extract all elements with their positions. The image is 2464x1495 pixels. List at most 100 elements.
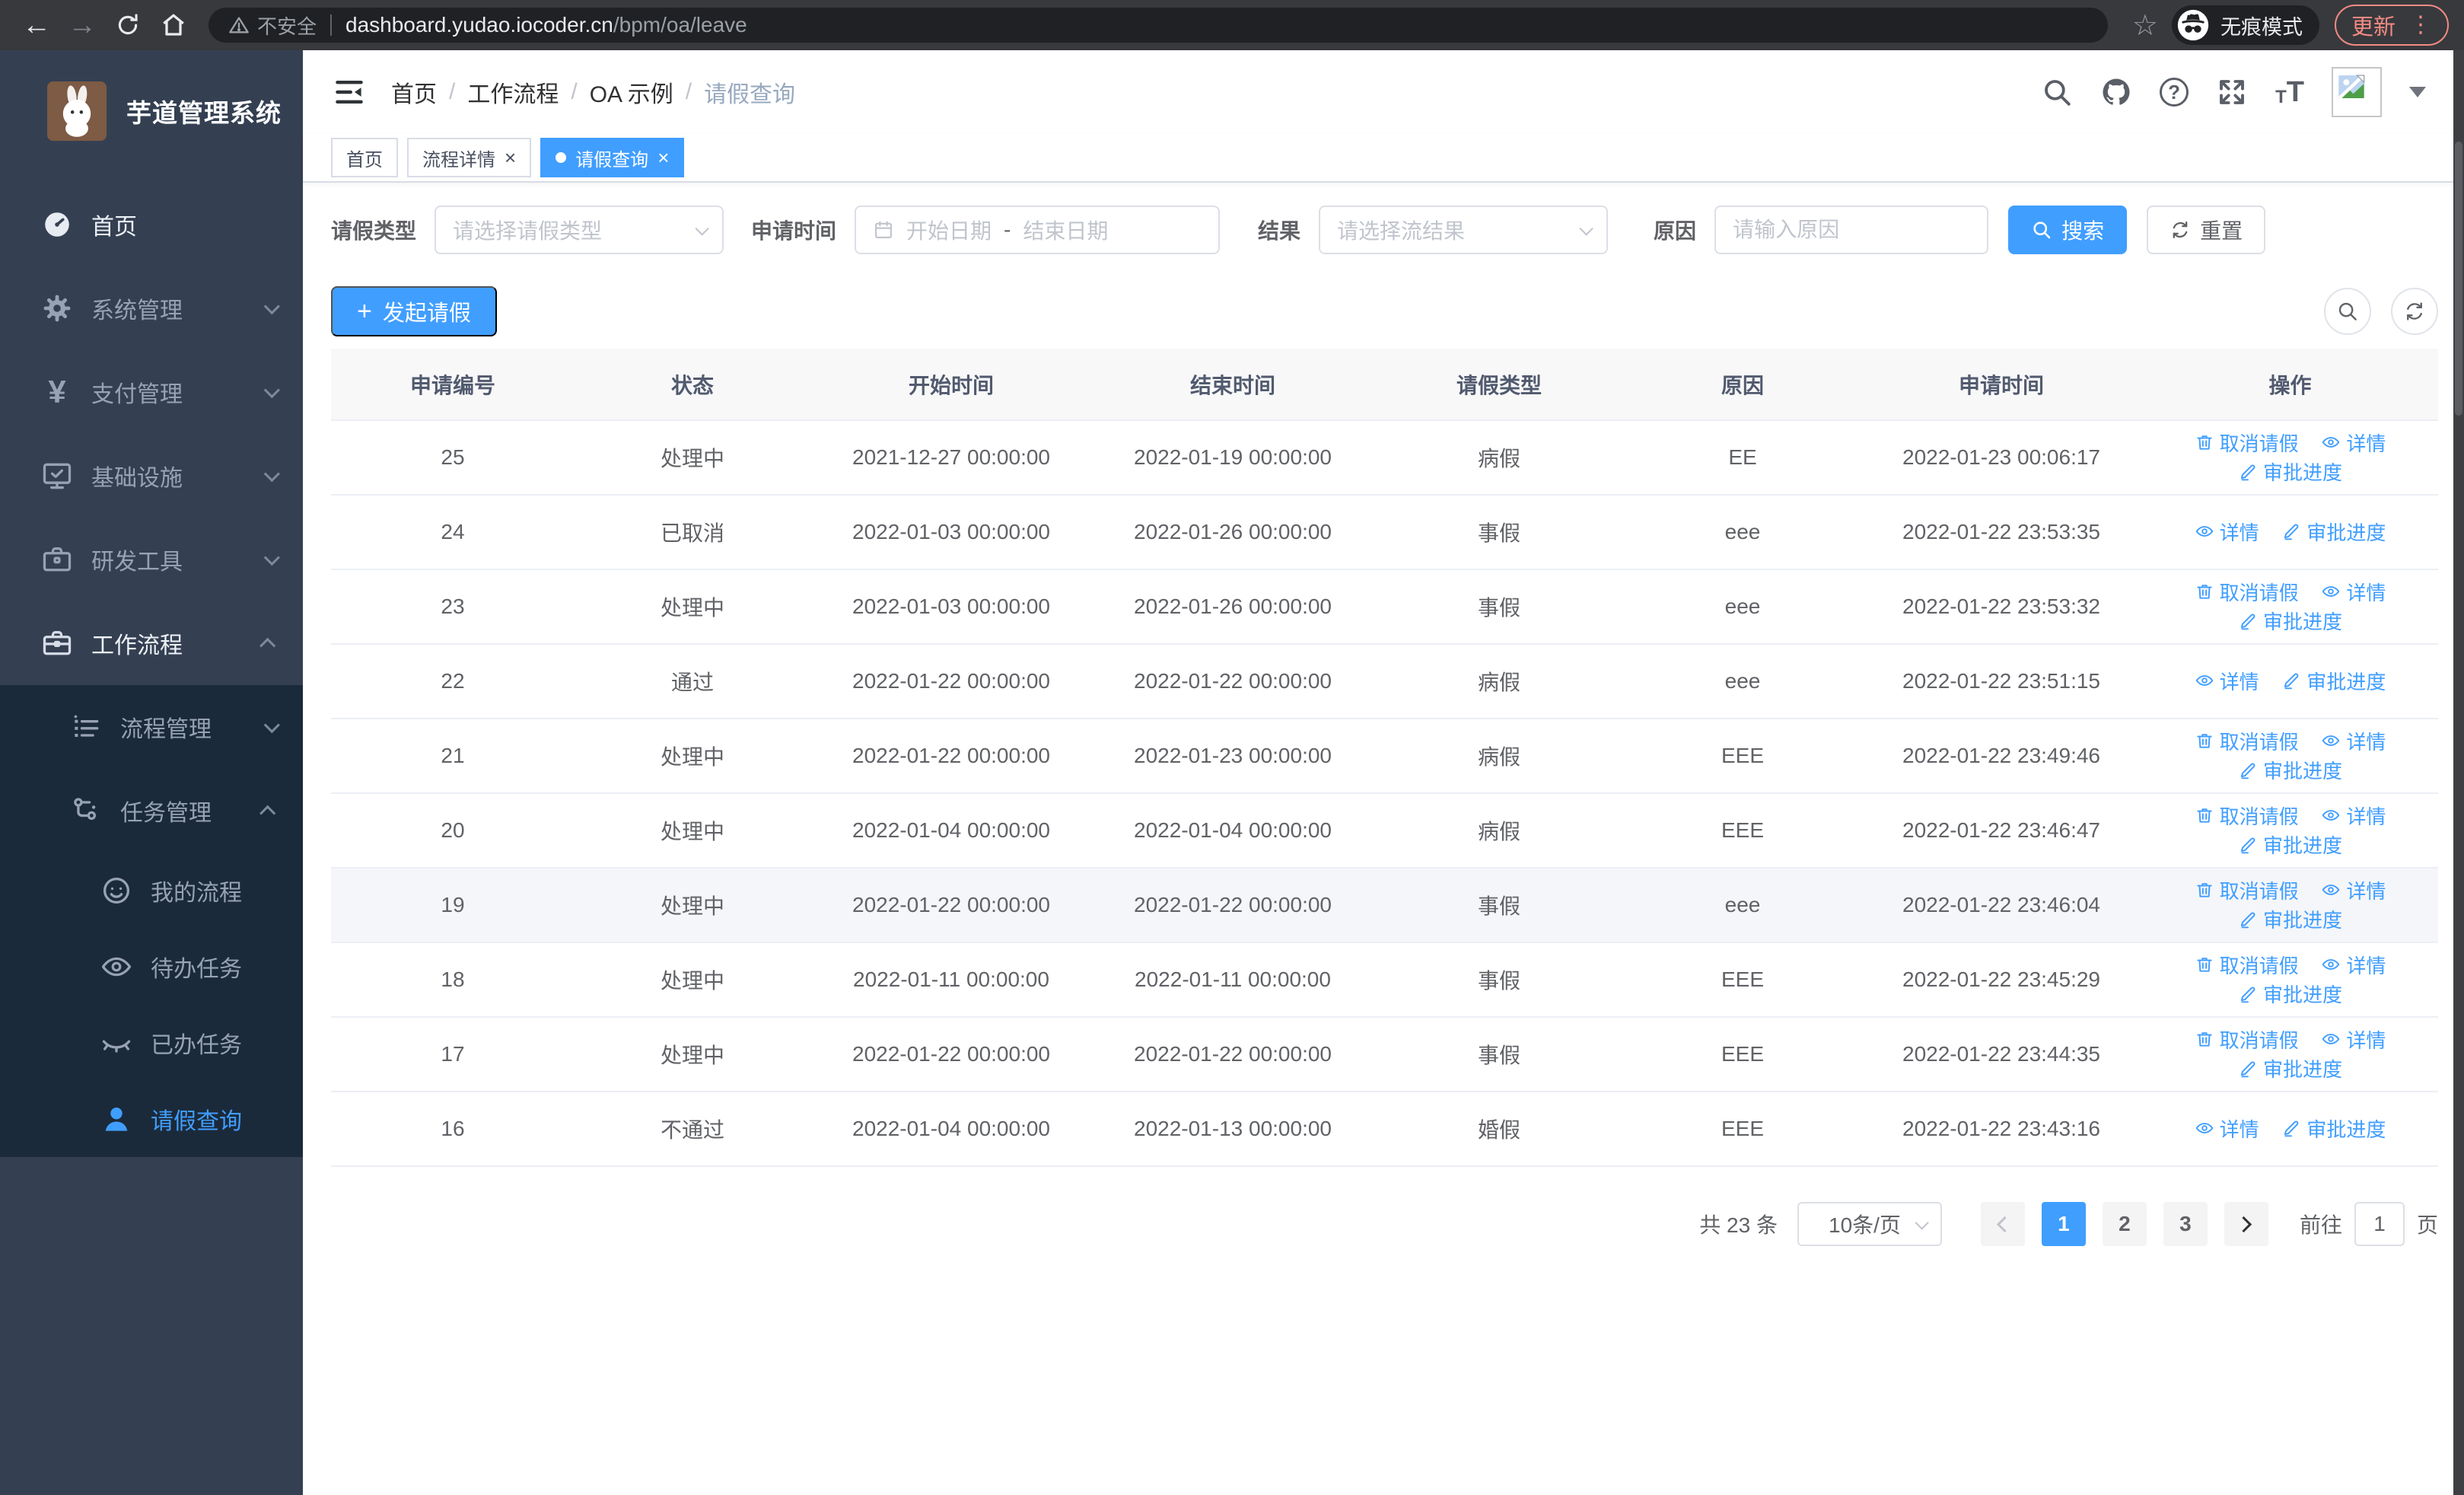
apply-time-range-picker[interactable]: 开始日期 - 结束日期 — [855, 206, 1221, 254]
browser-back-icon[interactable]: ← — [22, 8, 51, 41]
help-icon[interactable]: ? — [2160, 78, 2189, 107]
approval-progress-link[interactable]: 审批进度 — [2238, 607, 2342, 635]
approval-progress-link[interactable]: 审批进度 — [2238, 830, 2342, 859]
detail-link[interactable]: 详情 — [2321, 727, 2386, 755]
approval-progress-link[interactable]: 审批进度 — [2238, 756, 2342, 784]
cell-apply-time: 2022-01-22 23:53:35 — [1902, 520, 2100, 543]
tag-leave-query[interactable]: 请假查询 × — [540, 138, 685, 177]
sidebar-item-leave-query[interactable]: 请假查询 — [0, 1081, 303, 1157]
toggle-search-button[interactable] — [2324, 288, 2371, 335]
approval-progress-link[interactable]: 审批进度 — [2238, 980, 2342, 1008]
cell-status: 处理中 — [660, 894, 724, 918]
browser-home-icon[interactable] — [152, 4, 195, 46]
view-icon — [2322, 1034, 2340, 1044]
trash-icon — [2196, 734, 2212, 748]
github-icon[interactable] — [2100, 76, 2132, 108]
scrollbar-thumb[interactable] — [2455, 142, 2462, 416]
sidebar-item-done-tasks[interactable]: 已办任务 — [0, 1005, 303, 1081]
goto-page-input[interactable] — [2354, 1202, 2405, 1246]
pen-icon — [2240, 912, 2255, 928]
detail-link[interactable]: 详情 — [2321, 802, 2386, 830]
sidebar-item-payment[interactable]: ¥ 支付管理 — [0, 350, 303, 434]
gear-icon — [40, 291, 75, 326]
cell-leave-type: 事假 — [1477, 969, 1520, 993]
cancel-leave-link[interactable]: 取消请假 — [2195, 802, 2299, 830]
detail-link[interactable]: 详情 — [2321, 1025, 2386, 1054]
detail-link[interactable]: 详情 — [2195, 667, 2259, 695]
sidebar-item-infra[interactable]: 基础设施 — [0, 434, 303, 518]
leave-type-select[interactable]: 请选择请假类型 — [435, 206, 724, 254]
active-dot — [556, 152, 567, 163]
cancel-leave-link[interactable]: 取消请假 — [2195, 876, 2299, 904]
sidebar-item-system[interactable]: 系统管理 — [0, 266, 303, 350]
sidebar-item-home[interactable]: 首页 — [0, 183, 303, 266]
tag-home[interactable]: 首页 — [331, 138, 398, 177]
create-leave-button[interactable]: + 发起请假 — [331, 286, 497, 336]
sidebar-item-process-mgmt[interactable]: 流程管理 — [0, 685, 303, 769]
reason-input[interactable] — [1716, 207, 1988, 253]
address-bar[interactable]: 不安全 dashboard.yudao.iocoder.cn/bpm/oa/le… — [209, 8, 2108, 43]
col-start-time: 开始时间 — [810, 349, 1092, 421]
breadcrumb-workflow[interactable]: 工作流程 — [467, 82, 559, 107]
page-scrollbar[interactable] — [2453, 50, 2464, 1495]
detail-link[interactable]: 详情 — [2321, 951, 2386, 979]
avatar-caret-icon[interactable] — [2409, 87, 2426, 97]
approval-progress-link[interactable]: 审批进度 — [2238, 457, 2342, 486]
page-size-select[interactable]: 10条/页 — [1797, 1202, 1942, 1246]
browser-forward-icon[interactable]: → — [68, 8, 97, 41]
result-select[interactable]: 请选择流结果 — [1319, 206, 1609, 254]
cell-apply-id: 16 — [441, 1117, 465, 1140]
cell-leave-type: 病假 — [1477, 745, 1520, 769]
page-button-2[interactable]: 2 — [2102, 1202, 2147, 1246]
page-button-3[interactable]: 3 — [2163, 1202, 2208, 1246]
cell-apply-id: 18 — [441, 967, 465, 991]
pen-icon — [2284, 1120, 2299, 1137]
search-icon[interactable] — [2041, 76, 2073, 108]
reset-button[interactable]: 重置 — [2147, 206, 2266, 254]
sidebar-item-devtools[interactable]: 研发工具 — [0, 518, 303, 601]
cancel-leave-link[interactable]: 取消请假 — [2195, 429, 2299, 457]
approval-progress-link[interactable]: 审批进度 — [2281, 667, 2386, 695]
browser-reload-icon[interactable] — [107, 4, 149, 46]
bookmark-star-icon[interactable]: ☆ — [2131, 9, 2158, 42]
sidebar-item-workflow[interactable]: 工作流程 — [0, 601, 303, 685]
close-icon[interactable]: × — [505, 146, 517, 169]
sidebar-item-my-process[interactable]: 我的流程 — [0, 853, 303, 929]
cancel-leave-link[interactable]: 取消请假 — [2195, 727, 2299, 755]
browser-update-button[interactable]: 更新 ⋮ — [2334, 5, 2449, 46]
tag-process-detail[interactable]: 流程详情 × — [407, 138, 532, 177]
refresh-icon — [2407, 302, 2422, 320]
breadcrumb-home[interactable]: 首页 — [391, 82, 437, 107]
logo-row[interactable]: 芋道管理系统 — [0, 50, 303, 172]
detail-link[interactable]: 详情 — [2195, 1114, 2259, 1143]
avatar[interactable] — [2332, 67, 2382, 117]
approval-progress-link[interactable]: 审批进度 — [2238, 1054, 2342, 1082]
trash-icon — [2196, 808, 2212, 823]
cancel-leave-link[interactable]: 取消请假 — [2195, 951, 2299, 979]
approval-progress-link[interactable]: 审批进度 — [2238, 905, 2342, 933]
fullscreen-icon[interactable] — [2216, 76, 2248, 108]
breadcrumb-oa-example[interactable]: OA 示例 — [589, 82, 673, 107]
sidebar-item-todo-tasks[interactable]: 待办任务 — [0, 929, 303, 1005]
prev-page-button[interactable] — [1980, 1202, 2025, 1246]
detail-link[interactable]: 详情 — [2195, 518, 2259, 546]
table-row: 23 处理中 2022-01-03 00:00:00 2022-01-26 00… — [331, 569, 2438, 645]
col-reason: 原因 — [1625, 349, 1861, 421]
approval-progress-link[interactable]: 审批进度 — [2281, 1114, 2386, 1143]
search-button[interactable]: 搜索 — [2008, 206, 2128, 254]
browser-menu-icon[interactable]: ⋮ — [2409, 12, 2432, 37]
sidebar-item-task-mgmt[interactable]: 任务管理 — [0, 769, 303, 853]
page-button-1[interactable]: 1 — [2041, 1202, 2086, 1246]
cancel-leave-link[interactable]: 取消请假 — [2195, 1025, 2299, 1054]
detail-link[interactable]: 详情 — [2321, 429, 2386, 457]
cell-reason: EE — [1728, 445, 1757, 469]
detail-link[interactable]: 详情 — [2321, 578, 2386, 606]
next-page-button[interactable] — [2224, 1202, 2268, 1246]
cancel-leave-link[interactable]: 取消请假 — [2195, 578, 2299, 606]
approval-progress-link[interactable]: 审批进度 — [2281, 518, 2386, 546]
refresh-table-button[interactable] — [2391, 288, 2438, 335]
close-icon[interactable]: × — [657, 146, 670, 169]
detail-link[interactable]: 详情 — [2321, 876, 2386, 904]
sidebar-fold-icon[interactable] — [330, 73, 368, 111]
